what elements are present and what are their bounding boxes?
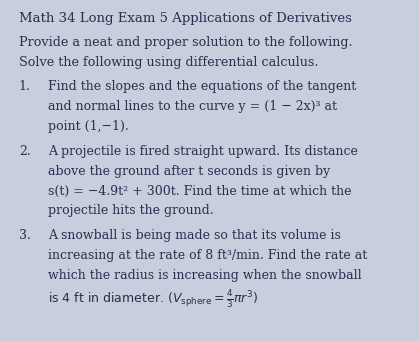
- Text: 2.: 2.: [19, 145, 31, 158]
- Text: Find the slopes and the equations of the tangent: Find the slopes and the equations of the…: [48, 80, 357, 93]
- Text: which the radius is increasing when the snowball: which the radius is increasing when the …: [48, 269, 362, 282]
- Text: s(t) = −4.9t² + 300t. Find the time at which the: s(t) = −4.9t² + 300t. Find the time at w…: [48, 184, 352, 197]
- Text: A projectile is fired straight upward. Its distance: A projectile is fired straight upward. I…: [48, 145, 358, 158]
- Text: is 4 ft in diameter. ($V_{\mathrm{sphere}} = \frac{4}{3}\pi r^3$): is 4 ft in diameter. ($V_{\mathrm{sphere…: [48, 288, 259, 310]
- Text: projectile hits the ground.: projectile hits the ground.: [48, 204, 214, 217]
- Text: Math 34 Long Exam 5 Applications of Derivatives: Math 34 Long Exam 5 Applications of Deri…: [19, 12, 352, 25]
- Text: and normal lines to the curve y = (1 − 2x)³ at: and normal lines to the curve y = (1 − 2…: [48, 100, 337, 113]
- Text: increasing at the rate of 8 ft³/min. Find the rate at: increasing at the rate of 8 ft³/min. Fin…: [48, 249, 367, 262]
- Text: point (1,−1).: point (1,−1).: [48, 120, 129, 133]
- Text: above the ground after t seconds is given by: above the ground after t seconds is give…: [48, 165, 331, 178]
- Text: A snowball is being made so that its volume is: A snowball is being made so that its vol…: [48, 229, 341, 242]
- Text: Solve the following using differential calculus.: Solve the following using differential c…: [19, 56, 318, 69]
- Text: 3.: 3.: [19, 229, 31, 242]
- Text: 1.: 1.: [19, 80, 31, 93]
- Text: Provide a neat and proper solution to the following.: Provide a neat and proper solution to th…: [19, 36, 352, 49]
